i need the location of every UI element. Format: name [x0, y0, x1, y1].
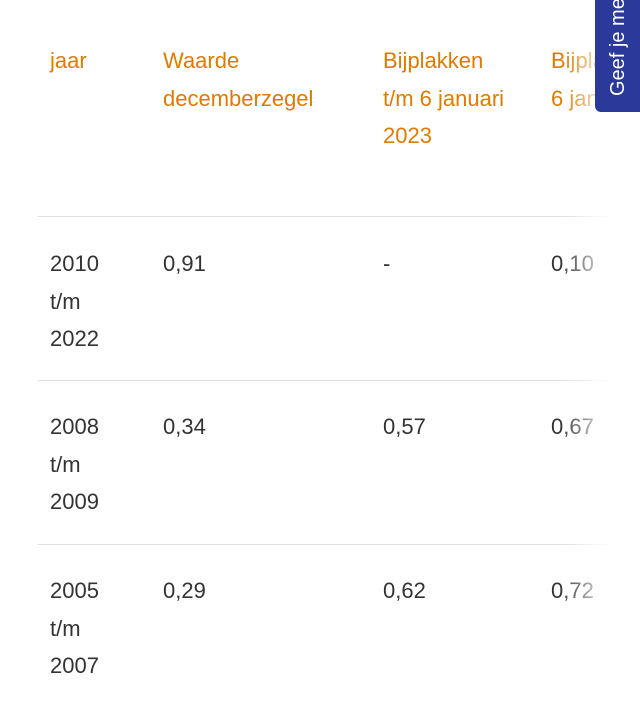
table-cell: 0,62: [383, 578, 426, 603]
scroll-fade: [560, 0, 612, 702]
table-cell: -: [383, 251, 391, 276]
column-header: Bijplakken t/m 6 januari 2023: [383, 48, 505, 148]
table-cell: 0,57: [383, 414, 426, 439]
table-cell: 2010 t/m 2022: [50, 251, 99, 351]
table-cell: 0,34: [163, 414, 206, 439]
feedback-tab[interactable]: Geef je mening: [595, 0, 640, 112]
feedback-label[interactable]: Geef je mening: [607, 0, 629, 96]
row-divider: [38, 216, 612, 217]
table-cell: 2005 t/m 2007: [50, 578, 99, 678]
table-cell: 2008 t/m 2009: [50, 414, 99, 514]
table-cell: 0,91: [163, 251, 206, 276]
table-cell: 0,29: [163, 578, 206, 603]
row-divider: [38, 380, 612, 381]
column-header: Waarde decemberzegel: [163, 48, 314, 111]
column-header: jaar: [50, 48, 87, 73]
price-table: jaar Waarde decemberzegel Bijplakken t/m 6…: [38, 48, 612, 678]
row-divider: [38, 544, 612, 545]
